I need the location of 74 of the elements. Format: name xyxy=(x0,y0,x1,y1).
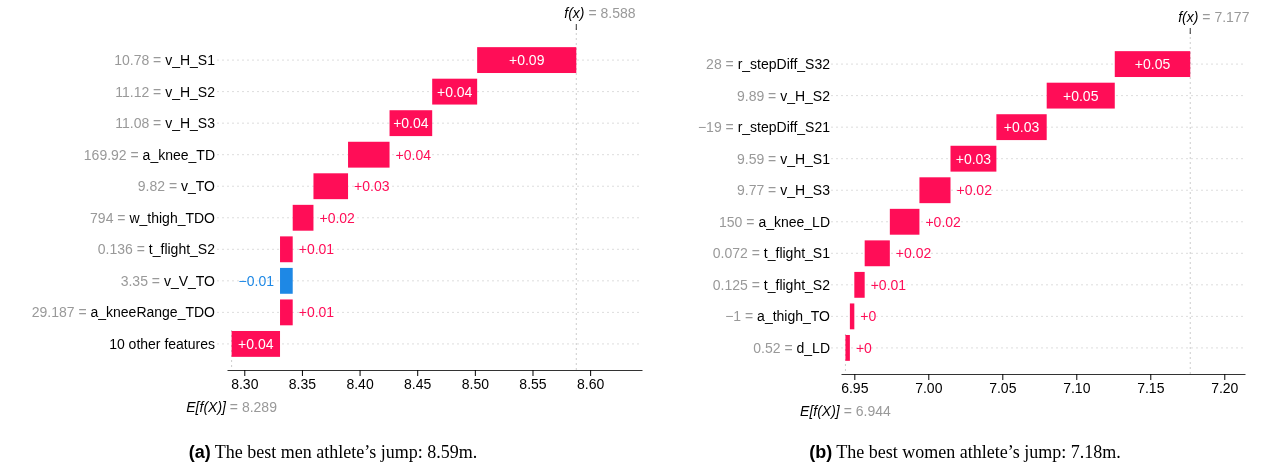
data-label: +0.02 xyxy=(925,213,962,230)
category-label: −19 = r_stepDiff_S21 xyxy=(697,119,830,136)
x-tick-label: 8.60 xyxy=(577,375,605,392)
bar xyxy=(280,236,293,263)
ref-line-label: f(x) = 8.588 xyxy=(564,5,636,21)
bar xyxy=(292,204,314,231)
data-label: +0 xyxy=(855,339,873,356)
data-label: +0.02 xyxy=(895,245,932,262)
data-label: +0.04 xyxy=(393,115,429,132)
x-tick-label: 8.50 xyxy=(461,375,490,392)
text: (b) The best women athlete’s jump: 7.18m. xyxy=(809,442,1121,462)
category-label: 794 = w_thigh_TDO xyxy=(90,209,215,226)
bar xyxy=(313,173,349,200)
category-label: 11.08 = v_H_S3 xyxy=(115,115,215,132)
category-label: 9.89 = v_H_S2 xyxy=(736,87,830,104)
bar xyxy=(854,271,865,298)
category-label: 9.59 = v_H_S1 xyxy=(736,150,830,167)
data-label: +0.04 xyxy=(436,83,473,100)
data-label: +0.02 xyxy=(956,182,993,199)
x-tick-label: 7.05 xyxy=(989,379,1017,396)
data-label: +0.03 xyxy=(1003,119,1040,136)
x-tick-label: 8.55 xyxy=(519,375,547,392)
data-label: +0.04 xyxy=(395,146,432,163)
data-label: +0.01 xyxy=(870,276,907,293)
category-label: 9.77 = v_H_S3 xyxy=(736,182,830,199)
bar xyxy=(849,303,855,330)
category-label: −1 = a_thigh_TO xyxy=(725,308,830,325)
data-label: +0.03 xyxy=(955,150,992,167)
bar xyxy=(1114,51,1191,78)
category-label: 150 = a_knee_LD xyxy=(719,213,830,230)
x-tick-label: 8.35 xyxy=(288,375,317,392)
bar xyxy=(889,208,920,235)
bar xyxy=(477,47,577,74)
category-label: 10.78 = v_H_S1 xyxy=(114,52,215,69)
bar xyxy=(280,267,293,294)
category-label: 3.35 = v_V_TO xyxy=(120,272,215,289)
x-tick-label: 7.20 xyxy=(1211,379,1239,396)
bar xyxy=(1046,82,1115,109)
x-tick-label: 8.40 xyxy=(346,375,374,392)
data-label: +0.09 xyxy=(509,52,545,69)
bar xyxy=(280,299,293,326)
x-tick-label: 7.10 xyxy=(1063,379,1091,396)
bar xyxy=(845,334,850,361)
category-label: 29.187 = a_kneeRange_TDO xyxy=(31,304,215,321)
x-tick-label: 7.00 xyxy=(915,379,943,396)
data-label: +0.02 xyxy=(319,209,356,226)
x-tick-label: 7.15 xyxy=(1137,379,1165,396)
data-label: +0.05 xyxy=(1063,87,1099,104)
category-label: 169.92 = a_knee_TD xyxy=(83,146,215,163)
data-label: +0.05 xyxy=(1134,56,1171,73)
bar xyxy=(348,141,390,168)
ref-line-label: f(x) = 7.177 xyxy=(1178,9,1250,25)
category-label: 11.12 = v_H_S2 xyxy=(115,83,215,100)
x-tick-label: 8.30 xyxy=(231,375,259,392)
category-label: 0.125 = t_flight_S2 xyxy=(712,276,830,293)
data-label: −0.01 xyxy=(238,272,275,289)
data-label: +0 xyxy=(860,308,877,325)
bar xyxy=(919,177,951,204)
category-label: 28 = r_stepDiff_S32 xyxy=(706,56,830,73)
ref-line-label: E[f(X)] = 8.289 xyxy=(186,399,278,415)
data-label: +0.01 xyxy=(298,241,335,258)
data-label: +0.03 xyxy=(354,178,390,195)
data-label: +0.01 xyxy=(298,304,335,321)
text: (a) The best men athlete’s jump: 8.59m. xyxy=(188,442,478,462)
data-label: +0.04 xyxy=(238,335,274,352)
bar xyxy=(864,240,890,267)
category-label: 0.072 = t_flight_S1 xyxy=(712,245,830,262)
category-label: 9.82 = v_TO xyxy=(137,178,215,195)
ref-line-label: E[f(X)] = 6.944 xyxy=(800,403,891,419)
category-label: 10 other features xyxy=(109,335,215,352)
x-tick-label: 6.95 xyxy=(841,379,869,396)
category-label: 0.136 = t_flight_S2 xyxy=(97,241,215,258)
category-label: 0.52 = d_LD xyxy=(753,339,830,356)
x-tick-label: 8.45 xyxy=(404,375,432,392)
